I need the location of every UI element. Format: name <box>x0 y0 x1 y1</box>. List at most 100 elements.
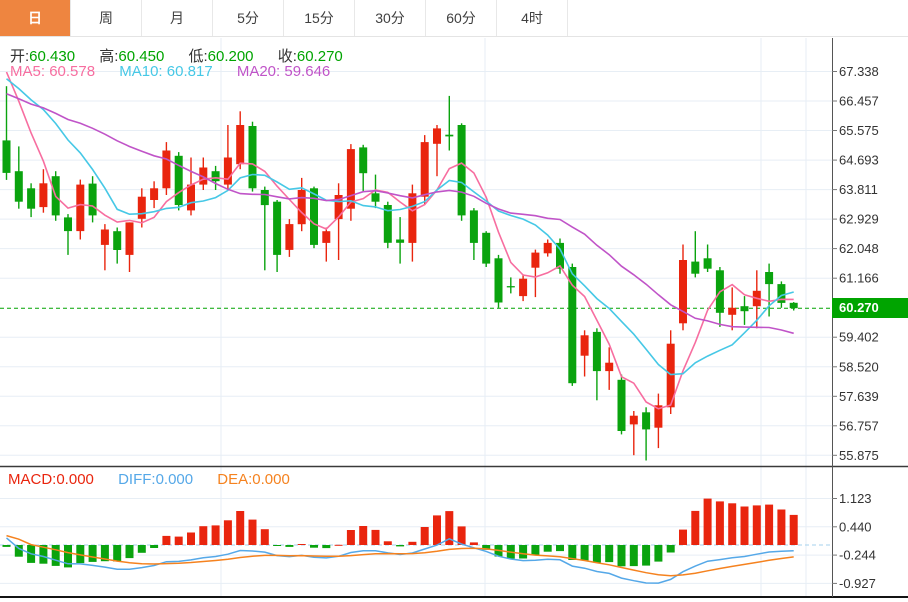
macd-bar <box>752 505 761 545</box>
candle <box>125 222 134 255</box>
macd-bar <box>285 545 294 547</box>
tab-15min[interactable]: 15分 <box>284 0 355 36</box>
price-axis-label: 55.875 <box>839 448 879 463</box>
open-readout: 开:60.430 <box>10 48 75 65</box>
macd-bar <box>445 511 454 545</box>
candle <box>445 134 454 137</box>
tab-30min[interactable]: 30分 <box>355 0 426 36</box>
candle <box>248 126 257 189</box>
candle <box>543 242 552 254</box>
candle <box>76 184 85 232</box>
macd-axis-label: 1.123 <box>839 491 872 506</box>
dea-value: 0.000 <box>252 471 290 488</box>
price-axis-label: 61.166 <box>839 271 879 286</box>
timeframe-tabs: 日周月 5分 15分 30分 60分 4时 <box>0 0 908 37</box>
candle <box>777 284 786 303</box>
macd-bar <box>728 503 737 545</box>
macd-axis-label: -0.927 <box>839 576 876 591</box>
macd-bar <box>740 506 749 545</box>
candle <box>506 286 515 288</box>
candle <box>113 231 122 250</box>
price-axis-label: 56.757 <box>839 418 879 433</box>
tab-day[interactable]: 日 <box>0 0 71 36</box>
macd-bar <box>457 526 466 545</box>
macd-bar <box>469 542 478 545</box>
tab-4hour[interactable]: 4时 <box>497 0 568 36</box>
tab-60min[interactable]: 60分 <box>426 0 497 36</box>
macd-bar <box>666 545 675 553</box>
macd-bar <box>691 510 700 545</box>
macd-value-readout: MACD:0.000 <box>8 471 94 488</box>
candle <box>605 362 614 372</box>
macd-bar <box>187 532 195 545</box>
candle <box>371 193 380 202</box>
candle <box>728 307 737 315</box>
open-label: 开: <box>10 48 30 65</box>
macd-bar <box>531 545 540 556</box>
macd-bar <box>162 535 171 545</box>
macd-bar <box>236 511 245 545</box>
macd-bar <box>433 515 441 545</box>
candle <box>679 260 687 324</box>
candle <box>285 224 294 250</box>
macd-bar <box>113 545 122 562</box>
candle <box>150 188 159 200</box>
tab-month[interactable]: 月 <box>142 0 213 36</box>
close-readout: 收:60.270 <box>278 48 343 65</box>
macd-bar <box>174 536 183 545</box>
candle <box>236 125 245 165</box>
candle <box>174 155 183 205</box>
macd-bar <box>248 519 257 545</box>
macd-readout: MACD:0.000 DIFF:0.000 DEA:0.000 <box>8 471 310 488</box>
macd-bar <box>765 504 774 545</box>
macd-bar <box>789 514 798 545</box>
high-value: 60.450 <box>118 48 165 65</box>
price-axis-label: 59.402 <box>839 330 879 345</box>
tab-week[interactable]: 周 <box>71 0 142 36</box>
candle <box>617 379 626 431</box>
low-readout: 低:60.200 <box>188 48 253 65</box>
macd-bar <box>715 501 724 545</box>
macd-label: MACD: <box>8 471 57 488</box>
ma20-line <box>6 92 794 335</box>
macd-bar <box>605 545 614 563</box>
macd-bar <box>482 545 491 550</box>
candle <box>433 128 441 144</box>
candle <box>297 190 306 225</box>
candle <box>666 343 675 408</box>
price-axis-label: 63.811 <box>839 182 878 197</box>
candle <box>137 196 146 219</box>
candle <box>494 258 503 303</box>
candle <box>322 231 331 243</box>
ma20-value: 59.646 <box>284 63 331 80</box>
macd-bar <box>2 545 11 547</box>
ma5-line <box>5 71 794 410</box>
price-axis-label: 57.639 <box>839 389 879 404</box>
macd-bar <box>273 545 282 546</box>
candle <box>383 205 392 243</box>
ohlc-readout: 开:60.430 高:60.450 低:60.200 收:60.270 <box>10 45 363 66</box>
macd-bar <box>211 525 220 545</box>
candle <box>408 193 417 243</box>
close-label: 收: <box>277 48 297 65</box>
ma10-label: MA10: <box>119 63 163 80</box>
candle <box>273 201 282 255</box>
candle <box>100 229 109 245</box>
macd-bar <box>297 544 306 545</box>
macd-bar <box>703 498 712 545</box>
candle <box>39 183 48 208</box>
ma5-readout: MA5: 60.578 <box>10 63 95 80</box>
macd-bar <box>39 545 48 564</box>
tab-5min[interactable]: 5分 <box>213 0 284 36</box>
macd-bar <box>383 541 392 545</box>
price-axis-label: 65.575 <box>839 123 879 138</box>
low-label: 低: <box>188 48 208 65</box>
diff-value-readout: DIFF:0.000 <box>118 471 193 488</box>
low-value: 60.200 <box>207 48 254 65</box>
macd-bar <box>322 545 331 549</box>
macd-bar <box>150 545 159 548</box>
macd-bar <box>310 545 318 548</box>
ma10-value: 60.817 <box>166 63 213 80</box>
macd-bar <box>777 509 786 545</box>
